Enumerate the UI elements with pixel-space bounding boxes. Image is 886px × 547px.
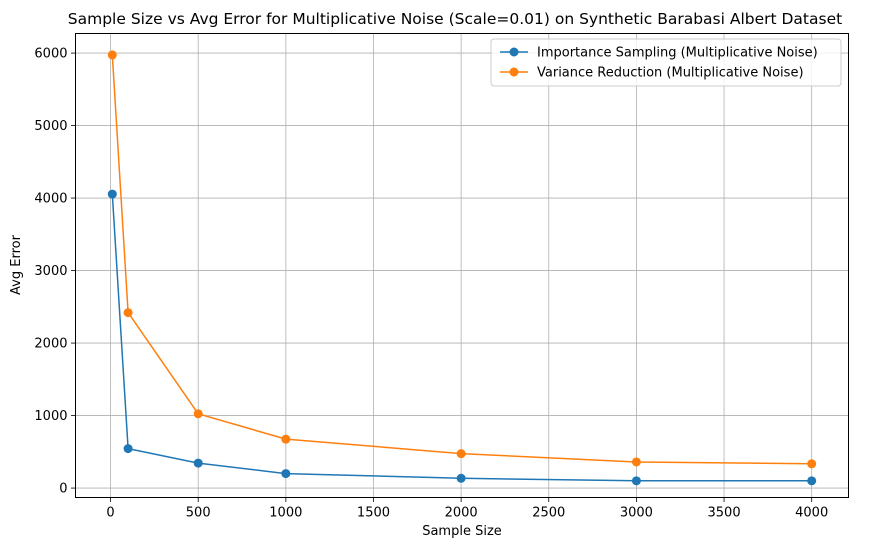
data-point [807,476,817,486]
x-tick-label: 500 [186,506,211,521]
legend-label-1: Importance Sampling (Multiplicative Nois… [537,46,818,61]
data-point [456,449,466,459]
data-point [631,476,641,486]
data-point [281,434,291,444]
x-tick-label: 1000 [269,506,302,521]
x-tick-label: 3000 [620,506,653,521]
y-tick-label: 6000 [34,47,67,62]
legend-frame [490,38,842,87]
legend-marker-1 [509,47,519,57]
data-point [631,457,641,467]
data-point [107,50,117,60]
y-tick-label: 1000 [34,409,67,424]
chart-title: Sample Size vs Avg Error for Multiplicat… [68,10,842,28]
y-tick-label: 2000 [34,337,67,352]
y-tick-label: 4000 [34,192,67,207]
x-axis-label: Sample Size [422,524,502,539]
x-tick-label: 3500 [708,506,741,521]
data-point [123,444,133,454]
legend: Importance Sampling (Multiplicative Nois… [490,38,842,87]
y-tick-label: 5000 [34,119,67,134]
x-tick-label: 2500 [532,506,565,521]
x-tick-label: 2000 [445,506,478,521]
data-point [456,473,466,483]
grid-lines [75,33,849,498]
legend-label-2: Variance Reduction (Multiplicative Noise… [537,66,804,81]
data-point [123,308,133,318]
axis-ticks: 0 500 1000 1500 2000 2500 3000 3500 4000 0 1000 200… [34,47,828,521]
x-tick-label: 0 [106,506,114,521]
y-tick-label: 3000 [34,264,67,279]
y-tick-label: 0 [59,482,67,497]
x-tick-label: 4000 [795,506,828,521]
data-point [193,409,203,419]
data-point [281,469,291,479]
series-group [107,50,817,486]
x-tick-label: 1500 [357,506,390,521]
plot-frame [75,33,849,498]
data-point [107,189,117,199]
y-axis-label: Avg Error [9,234,24,295]
data-point [807,459,817,469]
legend-marker-2 [509,67,519,77]
data-point [193,458,203,468]
